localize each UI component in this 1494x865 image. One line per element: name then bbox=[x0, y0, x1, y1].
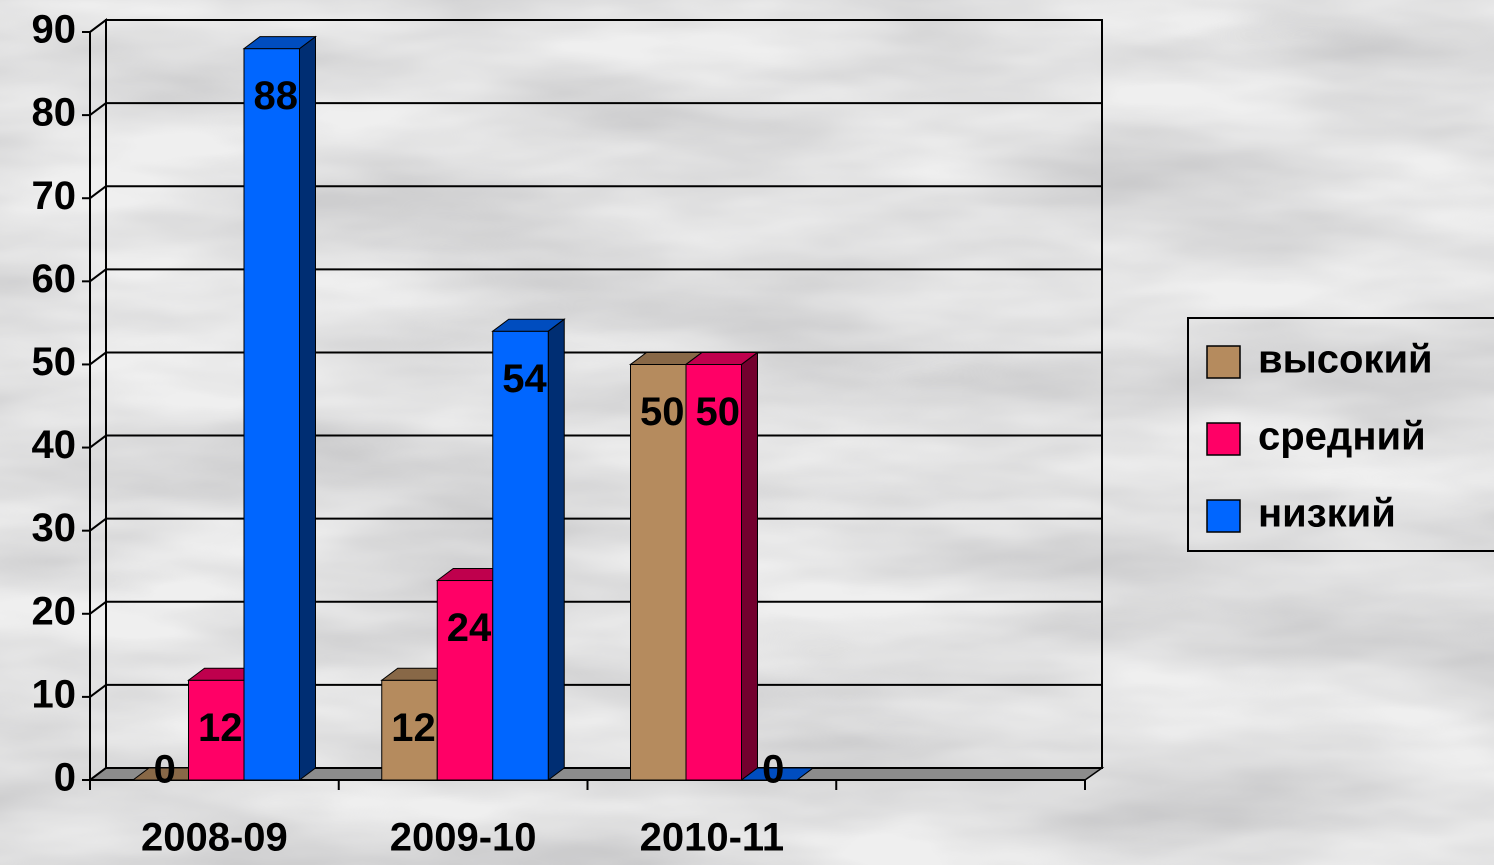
bar bbox=[436, 580, 494, 781]
legend-label: средний bbox=[1258, 415, 1426, 459]
grid-line-side bbox=[89, 517, 107, 532]
x-tick-label: 2010-11 bbox=[640, 816, 785, 860]
grid-line-side bbox=[89, 19, 107, 33]
y-tick-label: 0 bbox=[54, 756, 76, 800]
grid-line-side bbox=[89, 268, 107, 283]
legend-box bbox=[1187, 317, 1494, 552]
legend-label: низкий bbox=[1258, 492, 1396, 536]
bar-side bbox=[741, 351, 758, 781]
bar-top bbox=[740, 767, 815, 781]
bar bbox=[630, 363, 687, 781]
grid-line-side bbox=[89, 102, 107, 116]
grid-line-side bbox=[89, 767, 107, 781]
y-tick-label: 70 bbox=[32, 174, 77, 218]
bar-top bbox=[684, 351, 759, 365]
x-tick-label: 2009-10 bbox=[390, 816, 537, 860]
bar bbox=[685, 363, 742, 781]
bar bbox=[492, 330, 549, 781]
bar-side bbox=[547, 318, 565, 781]
x-tick-label: 2008-09 bbox=[141, 816, 288, 860]
data-label: 0 bbox=[154, 748, 176, 792]
grid-line-side bbox=[89, 434, 107, 449]
grid-line-side bbox=[89, 684, 107, 698]
grid-line-side bbox=[89, 185, 107, 200]
data-label: 50 bbox=[640, 390, 685, 434]
y-tick-label: 20 bbox=[32, 589, 77, 633]
legend-swatch bbox=[1206, 499, 1241, 533]
bar-top bbox=[491, 318, 566, 332]
y-tick-label: 40 bbox=[32, 423, 77, 467]
bar-side bbox=[299, 35, 316, 781]
bar bbox=[381, 679, 438, 781]
grid-line-side bbox=[89, 351, 107, 366]
grid-line-side bbox=[89, 600, 107, 615]
data-label: 88 bbox=[254, 74, 299, 118]
data-label: 24 bbox=[447, 606, 492, 650]
y-tick-label: 80 bbox=[32, 91, 77, 135]
bar bbox=[243, 48, 300, 781]
data-label: 50 bbox=[696, 390, 741, 434]
y-tick-label: 60 bbox=[32, 257, 77, 301]
data-label: 54 bbox=[502, 357, 547, 401]
legend-label: высокий bbox=[1258, 338, 1433, 382]
y-tick-label: 50 bbox=[32, 340, 77, 384]
y-tick-label: 30 bbox=[32, 506, 77, 550]
data-label: 0 bbox=[762, 748, 784, 792]
y-tick-label: 90 bbox=[32, 8, 77, 52]
bar-top bbox=[242, 36, 317, 50]
data-label: 12 bbox=[198, 706, 243, 750]
data-label: 12 bbox=[391, 706, 436, 750]
legend-swatch bbox=[1206, 345, 1241, 379]
y-tick-label: 10 bbox=[32, 672, 77, 716]
legend-swatch bbox=[1206, 422, 1241, 456]
